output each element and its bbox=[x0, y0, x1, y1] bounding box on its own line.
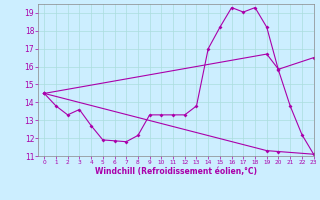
X-axis label: Windchill (Refroidissement éolien,°C): Windchill (Refroidissement éolien,°C) bbox=[95, 167, 257, 176]
